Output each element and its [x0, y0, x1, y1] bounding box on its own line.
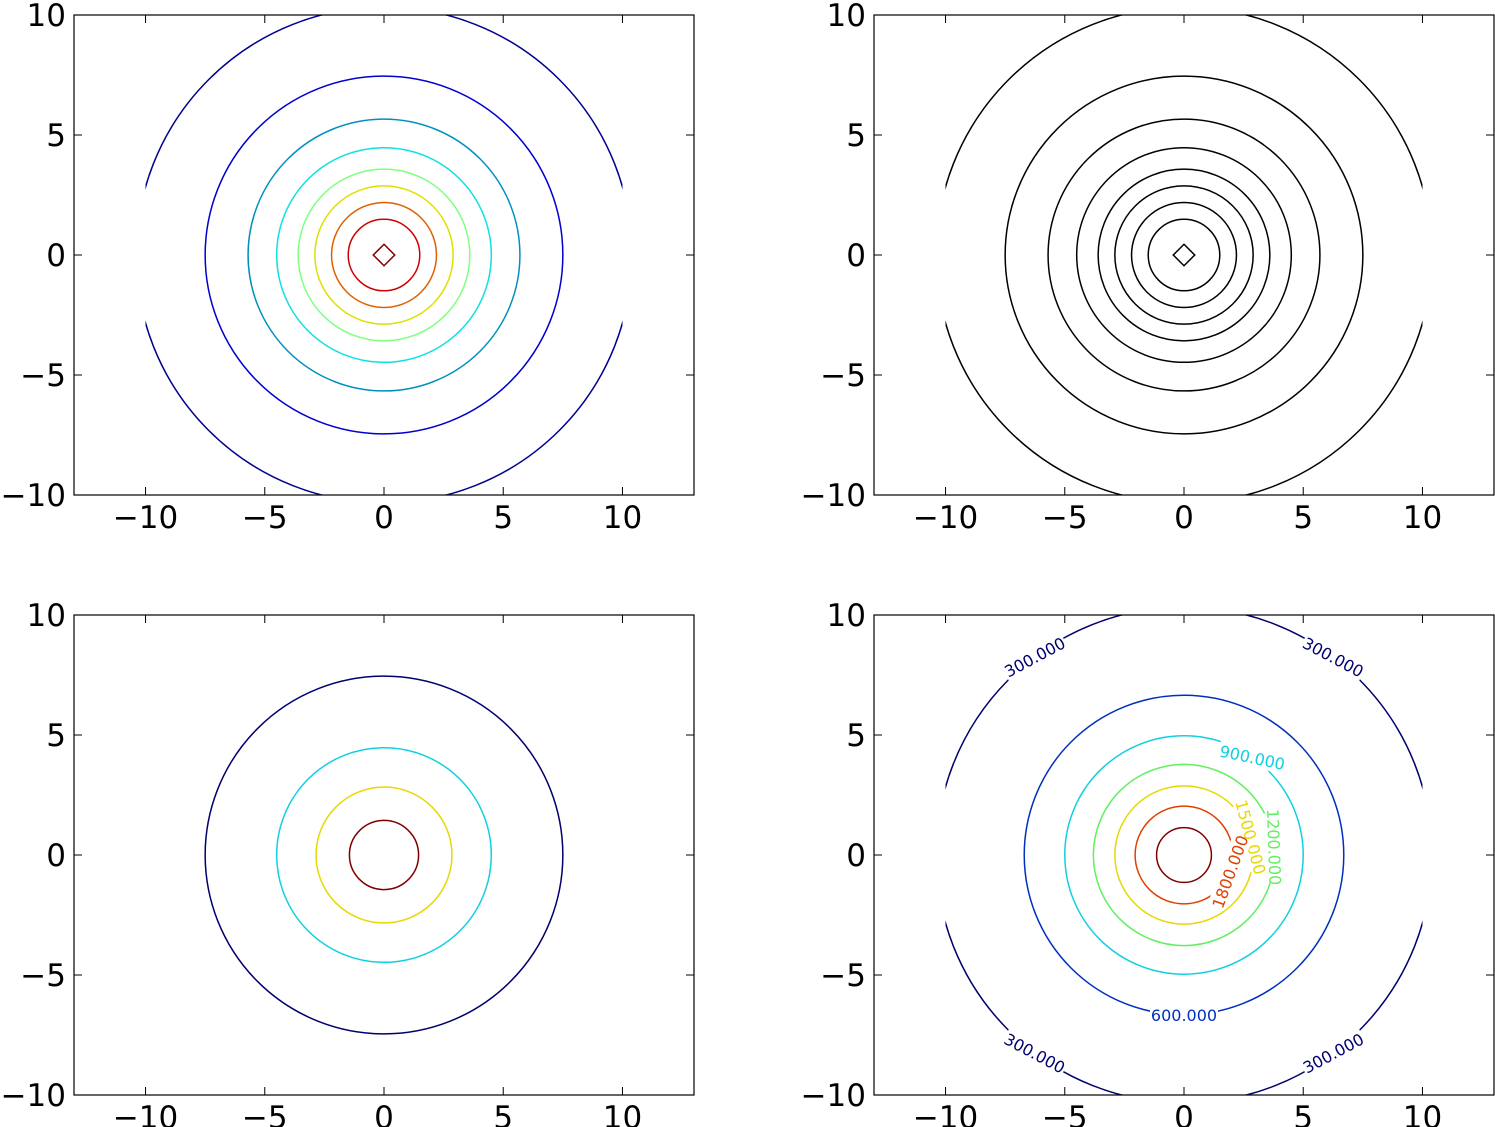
x-tick-label: −10 — [913, 1100, 978, 1127]
x-tick-label: 10 — [1403, 500, 1442, 536]
contour-level-5 — [1114, 185, 1254, 325]
y-tick-label: −10 — [801, 478, 866, 514]
y-tick-label: 0 — [846, 838, 866, 874]
contour-level-1 — [204, 75, 564, 435]
x-tick-label: 0 — [1174, 1100, 1194, 1127]
contour-label: 300.000 — [1299, 633, 1366, 681]
contour-level-1 — [1004, 75, 1364, 435]
contour-label: 1800.000 — [1208, 833, 1252, 911]
contour-level-2 — [1064, 735, 1304, 975]
x-tick-label: −5 — [242, 1100, 288, 1127]
y-tick-label: −5 — [20, 358, 66, 394]
contour-level-4 — [297, 168, 471, 342]
contour-label: 1200.000 — [1263, 809, 1285, 886]
y-tick-label: 10 — [27, 0, 66, 34]
x-tick-label: 0 — [1174, 500, 1194, 536]
contour-level-1 — [1023, 694, 1345, 1016]
x-tick-label: −10 — [113, 1100, 178, 1127]
contour-level-0 — [204, 675, 564, 1035]
contour-panel-bottom-right: 300.000 300.000 300.000 300.000 600.000 900.0… — [801, 598, 1495, 1127]
contour-label: 300.000 — [1001, 1030, 1068, 1078]
x-tick-label: −5 — [1042, 500, 1088, 536]
y-tick-label: −5 — [820, 358, 866, 394]
contour-level-1 — [275, 746, 493, 964]
y-tick-label: −5 — [20, 958, 66, 994]
y-tick-label: 10 — [27, 598, 66, 634]
contour-level-6 — [1155, 826, 1213, 884]
contour-label: 900.000 — [1218, 742, 1287, 774]
y-tick-label: −10 — [1, 478, 66, 514]
contour-level-3 — [348, 819, 420, 891]
contour-lines — [145, 15, 623, 495]
axes-frame — [73, 614, 695, 1096]
y-tick-label: 0 — [846, 238, 866, 274]
x-tick-label: −10 — [913, 500, 978, 536]
x-tick-label: 0 — [374, 1100, 394, 1127]
contour-level-3 — [1075, 146, 1293, 364]
contour-lines — [945, 615, 1423, 1095]
x-tick-label: −5 — [1042, 1100, 1088, 1127]
contour-level-7 — [347, 218, 421, 292]
axes-frame — [73, 14, 695, 496]
contour-level-2 — [247, 118, 521, 392]
contour-level-3 — [275, 146, 493, 364]
contour-level-4 — [1097, 168, 1271, 342]
contour-panel-top-right: −10 −5 0 5 10 −10 −5 0 5 10 — [801, 0, 1495, 536]
contour-label: 300.000 — [1300, 1030, 1367, 1078]
x-tick-label: 5 — [1293, 1100, 1313, 1127]
contour-label: 600.000 — [1151, 1006, 1217, 1025]
x-tick-label: −10 — [113, 500, 178, 536]
contour-level-0 — [945, 15, 1423, 495]
y-tick-label: 10 — [827, 598, 866, 634]
contour-level-0 — [145, 15, 623, 495]
y-tick-label: 5 — [846, 118, 866, 154]
y-tick-label: 10 — [827, 0, 866, 34]
contour-panel-bottom-left: −10 −5 0 5 10 −10 −5 0 5 10 — [1, 598, 695, 1127]
x-tick-label: 0 — [374, 500, 394, 536]
y-tick-label: −10 — [801, 1078, 866, 1114]
contour-level-8 — [1172, 243, 1196, 267]
contour-level-5 — [314, 185, 454, 325]
y-tick-label: 0 — [46, 838, 66, 874]
x-tick-label: 10 — [603, 500, 642, 536]
y-tick-label: −10 — [1, 1078, 66, 1114]
contour-lines — [945, 15, 1423, 495]
contour-level-6 — [330, 201, 438, 309]
contour-lines — [204, 675, 564, 1035]
contour-level-8 — [372, 243, 396, 267]
x-tick-label: 5 — [1293, 500, 1313, 536]
y-tick-label: 5 — [46, 718, 66, 754]
y-tick-label: 0 — [46, 238, 66, 274]
axes-frame — [873, 14, 1495, 496]
x-tick-label: 5 — [493, 500, 513, 536]
contour-label: 300.000 — [1001, 633, 1068, 681]
y-tick-label: 5 — [846, 718, 866, 754]
x-tick-label: 10 — [603, 1100, 642, 1127]
contour-level-2 — [1047, 118, 1321, 392]
contour-panel-top-left: −10 −5 0 5 10 −10 −5 0 5 10 — [1, 0, 695, 536]
x-tick-label: −5 — [242, 500, 288, 536]
y-tick-label: 5 — [46, 118, 66, 154]
contour-level-6 — [1130, 201, 1238, 309]
contour-level-0 — [945, 615, 1423, 1095]
y-tick-label: −5 — [820, 958, 866, 994]
x-tick-label: 10 — [1403, 1100, 1442, 1127]
contour-level-7 — [1147, 218, 1221, 292]
x-tick-label: 5 — [493, 1100, 513, 1127]
contour-level-2 — [315, 786, 453, 924]
